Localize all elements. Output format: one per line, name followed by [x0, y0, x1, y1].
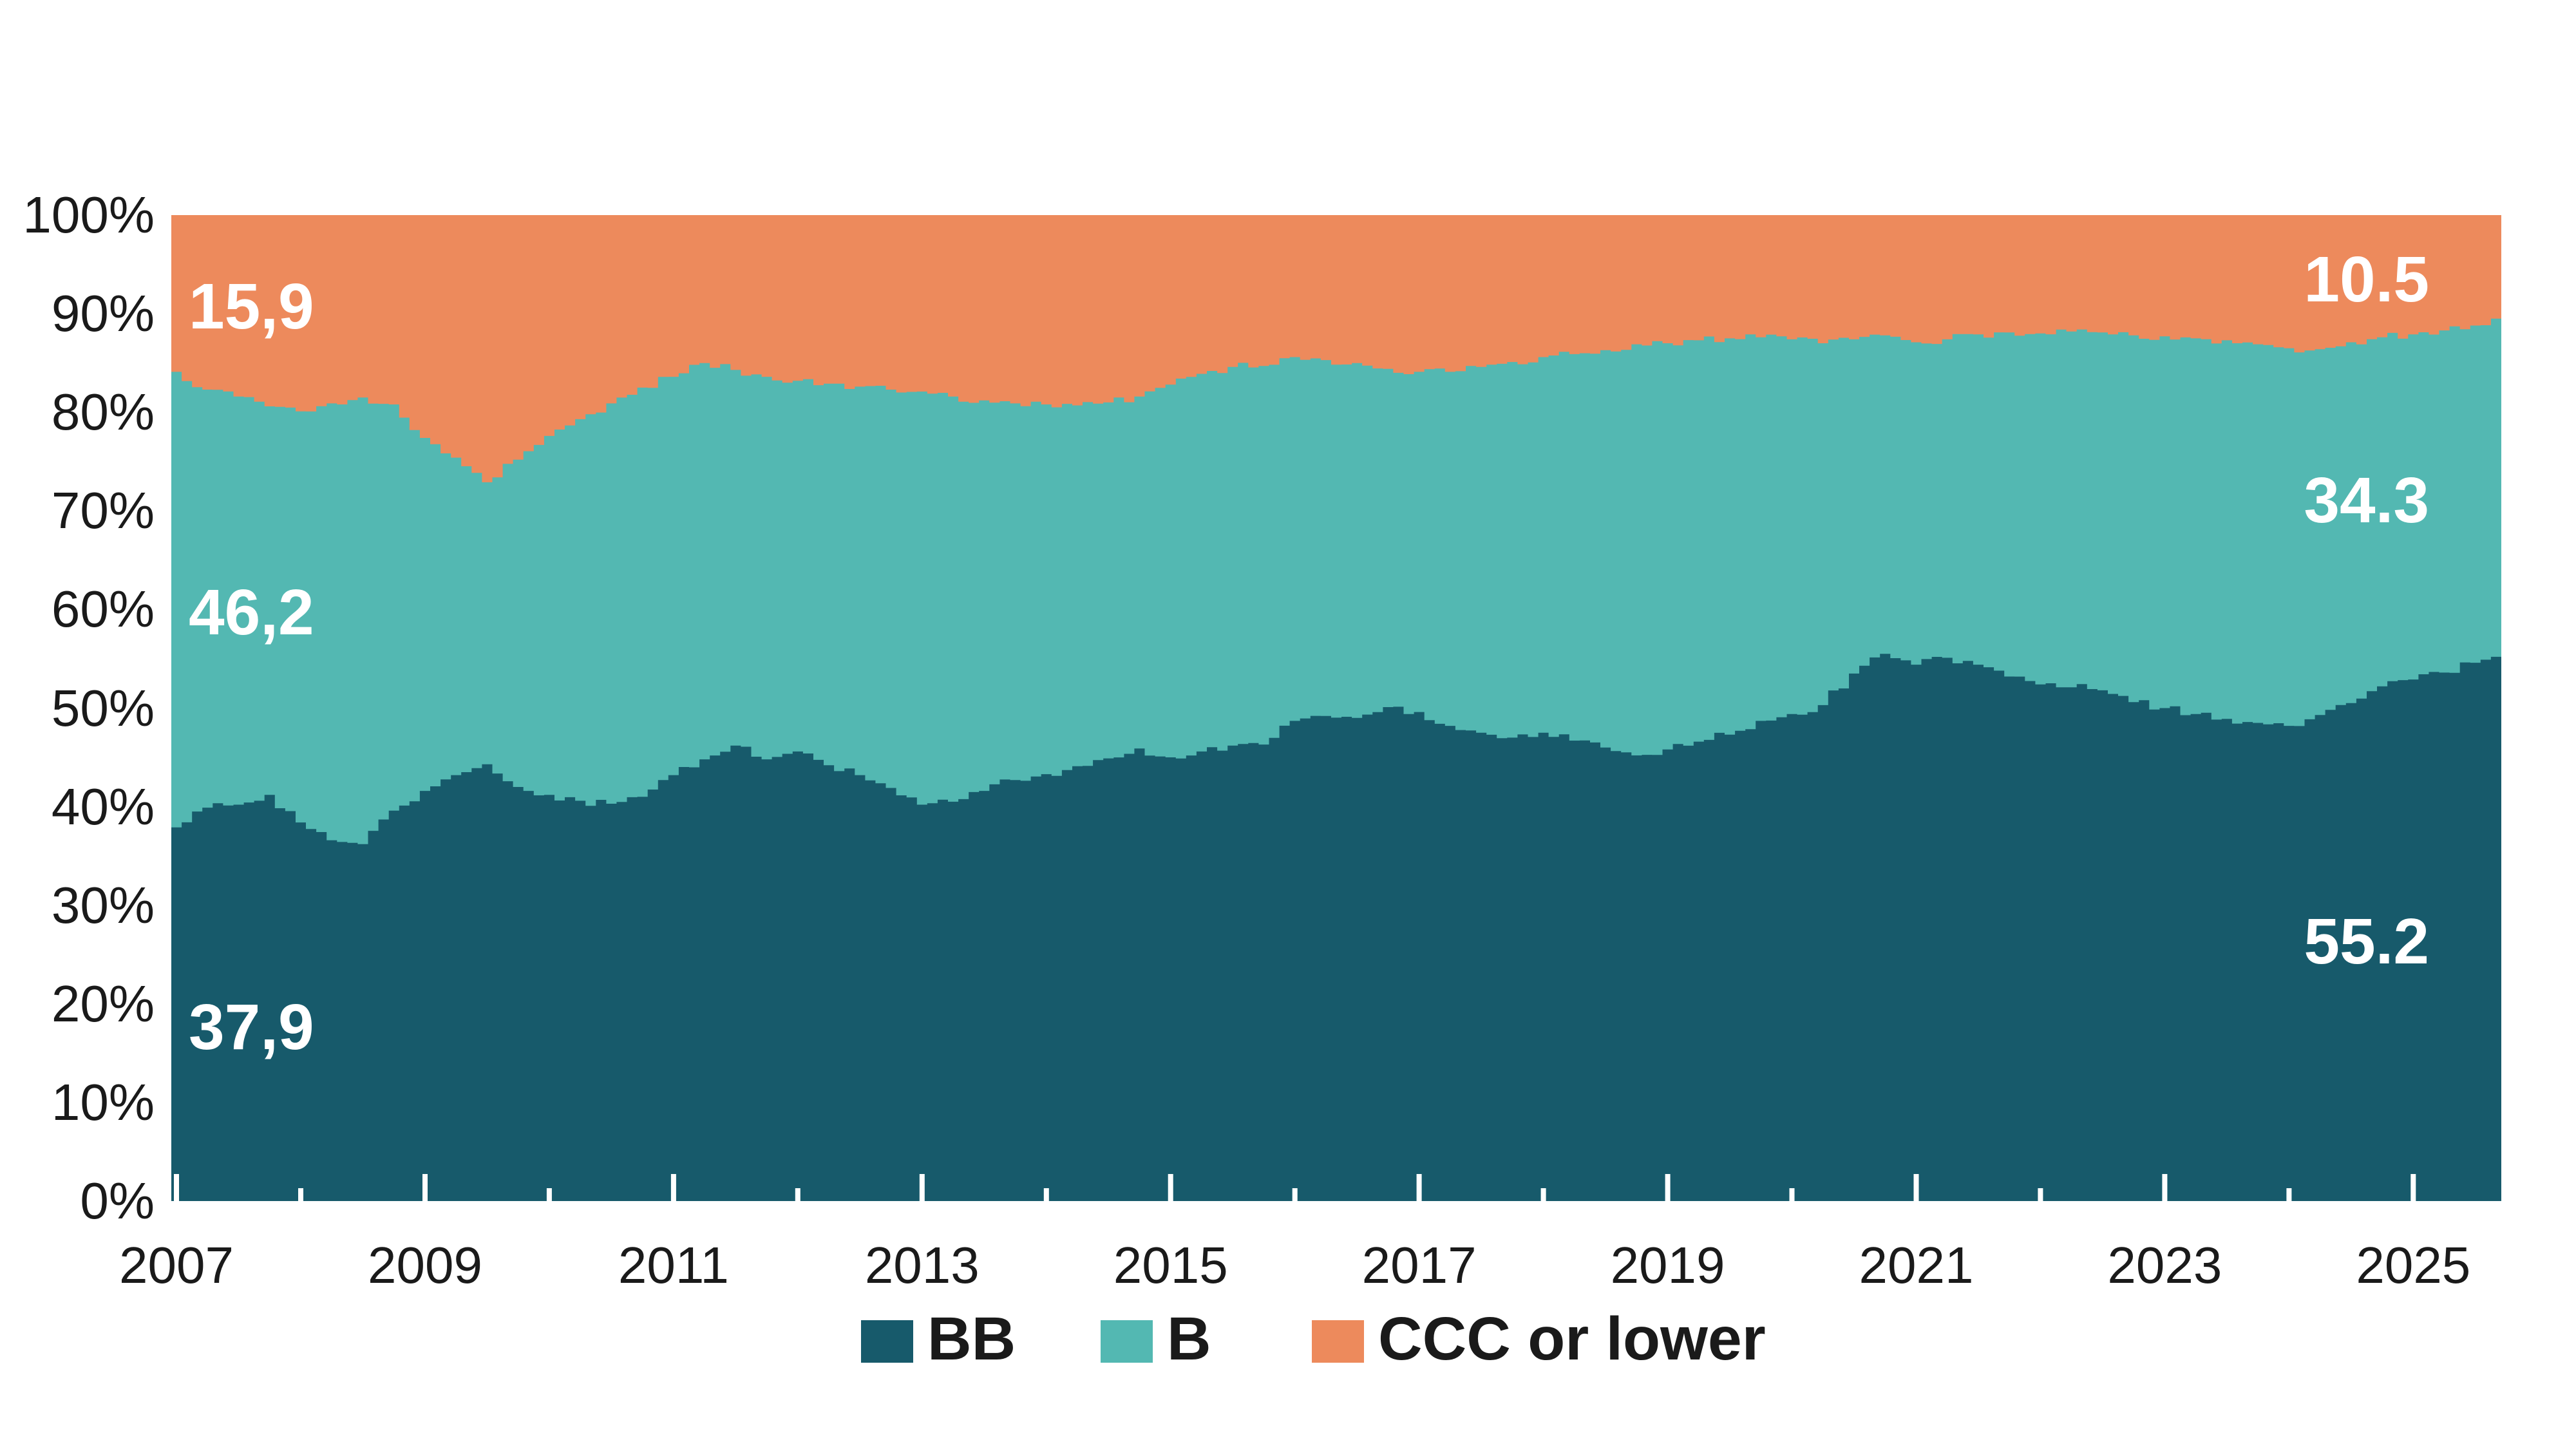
- x-tick-2009: [422, 1174, 428, 1201]
- value-label-b-start: 46,2: [189, 576, 314, 649]
- legend: BB B CCC or lower: [0, 1308, 2576, 1377]
- x-tick-2025: [2410, 1174, 2416, 1201]
- x-tick-2024: [2286, 1188, 2292, 1201]
- legend-label-b: B: [1167, 1304, 1211, 1373]
- y-axis-label-90pct: 90%: [51, 285, 155, 343]
- x-tick-2018: [1540, 1188, 1546, 1201]
- x-tick-2008: [298, 1188, 303, 1201]
- value-label-bb-start: 37,9: [189, 990, 314, 1063]
- x-tick-2015: [1168, 1174, 1173, 1201]
- value-label-b-end: 34.3: [2304, 464, 2429, 537]
- x-axis-label-2009: 2009: [367, 1236, 482, 1294]
- y-axis-label-30pct: 30%: [51, 876, 155, 934]
- y-axis-label-80pct: 80%: [51, 383, 155, 441]
- x-tick-2019: [1665, 1174, 1671, 1201]
- x-tick-2012: [795, 1188, 800, 1201]
- x-tick-2022: [2038, 1188, 2043, 1201]
- y-axis-label-0pct: 0%: [80, 1172, 155, 1229]
- x-tick-2020: [1789, 1188, 1795, 1201]
- legend-swatch-b: [1101, 1320, 1153, 1363]
- legend-item-bb: BB: [861, 1308, 1016, 1369]
- x-tick-2016: [1292, 1188, 1298, 1201]
- y-axis-label-70pct: 70%: [51, 482, 155, 540]
- x-axis-label-2007: 2007: [119, 1236, 234, 1294]
- x-axis-label-2013: 2013: [864, 1236, 980, 1294]
- x-axis-label-2015: 2015: [1113, 1236, 1228, 1294]
- x-tick-2017: [1416, 1174, 1422, 1201]
- x-tick-2014: [1043, 1188, 1049, 1201]
- y-axis-label-60pct: 60%: [51, 580, 155, 638]
- x-axis-ticks: [174, 1174, 2416, 1201]
- x-axis-label-2011: 2011: [618, 1236, 729, 1294]
- x-tick-2023: [2162, 1174, 2168, 1201]
- y-axis-label-40pct: 40%: [51, 777, 155, 835]
- area-bb: [171, 654, 2501, 1201]
- legend-swatch-ccc: [1312, 1320, 1364, 1363]
- x-tick-2011: [670, 1174, 676, 1201]
- y-axis-label-100pct: 100%: [23, 186, 155, 243]
- legend-item-ccc: CCC or lower: [1312, 1308, 1766, 1369]
- x-axis-label-2025: 2025: [2356, 1236, 2471, 1294]
- value-label-ccc-start: 15,9: [189, 270, 314, 343]
- legend-swatch-bb: [861, 1320, 913, 1363]
- x-tick-2021: [1913, 1174, 1919, 1201]
- value-label-bb-end: 55.2: [2304, 905, 2429, 978]
- y-axis-label-20pct: 20%: [51, 974, 155, 1032]
- x-tick-2013: [919, 1174, 925, 1201]
- legend-label-bb: BB: [927, 1304, 1016, 1373]
- value-label-ccc-end: 10.5: [2304, 243, 2429, 316]
- y-axis-label-10pct: 10%: [51, 1073, 155, 1131]
- x-axis-label-2019: 2019: [1610, 1236, 1725, 1294]
- y-axis-label-50pct: 50%: [51, 679, 155, 737]
- x-axis-label-2021: 2021: [1859, 1236, 1974, 1294]
- x-axis-label-2017: 2017: [1361, 1236, 1477, 1294]
- legend-item-b: B: [1101, 1308, 1211, 1369]
- x-tick-2010: [546, 1188, 552, 1201]
- x-axis-label-2023: 2023: [2107, 1236, 2222, 1294]
- x-tick-2007: [174, 1174, 179, 1201]
- legend-label-ccc: CCC or lower: [1378, 1304, 1766, 1373]
